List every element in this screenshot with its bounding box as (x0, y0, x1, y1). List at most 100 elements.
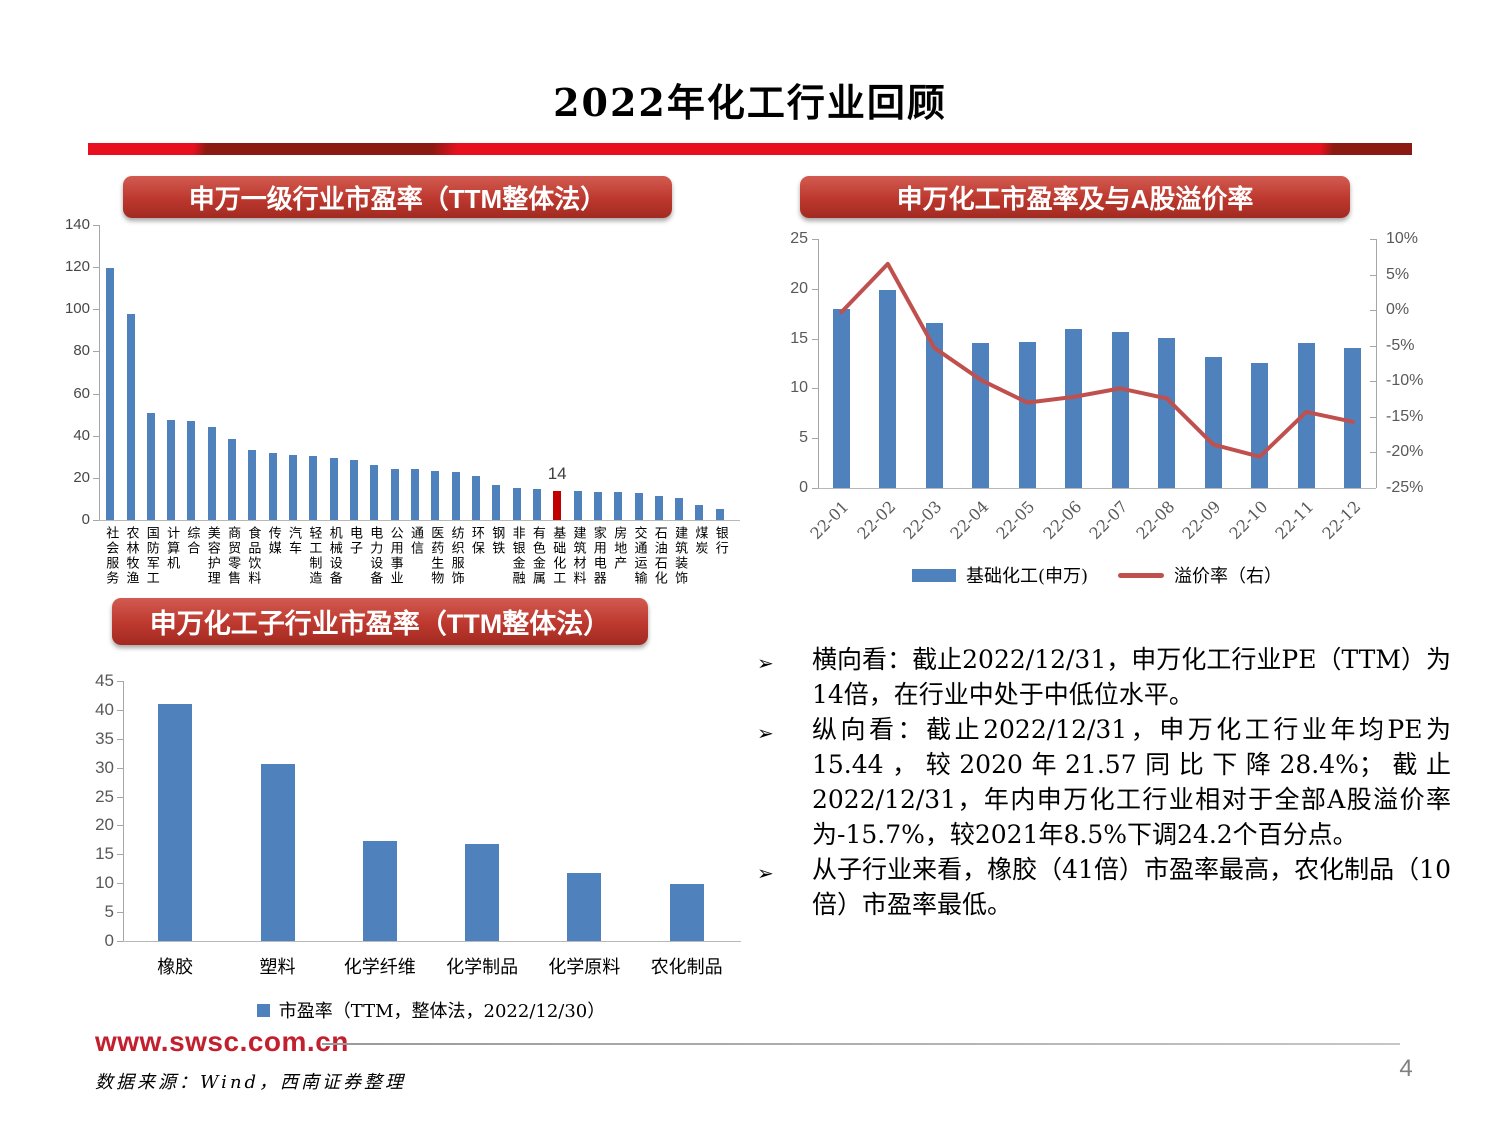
y-axis-tick (117, 796, 123, 798)
page-number: 4 (1399, 1055, 1413, 1082)
y-axis-label: 40 (95, 699, 114, 719)
y-axis-label: 20 (95, 815, 114, 835)
x-category-label: 国防军工 (143, 526, 159, 586)
chart1-title-banner: 申万一级行业市盈率（TTM整体法） (123, 176, 672, 218)
bullet-item: ➢ 纵向看：截止2022/12/31，申万化工行业年均PE为15.44，较2020… (757, 712, 1451, 852)
bar (329, 457, 338, 520)
legend-label: 基础化工(申万) (965, 566, 1089, 587)
data-source: 数据来源：Wind，西南证券整理 (95, 1072, 407, 1093)
chart2-title-banner: 申万化工市盈率及与A股溢价率 (800, 176, 1350, 218)
left-axis-label: 5 (799, 429, 808, 447)
left-axis-tick (812, 438, 818, 440)
bullet-text: 纵向看：截止2022/12/31，申万化工行业年均PE为15.44，较2020年… (812, 715, 1451, 849)
bar (158, 704, 193, 941)
left-axis-label: 25 (790, 230, 808, 247)
right-axis-tick (1370, 416, 1376, 418)
x-category-label: 石油石化 (651, 526, 667, 586)
data-label: 14 (547, 463, 567, 483)
bar (1018, 341, 1036, 488)
y-axis-label: 45 (95, 671, 114, 690)
bar (167, 419, 176, 520)
bar (106, 268, 115, 520)
bar (431, 470, 440, 520)
bar (593, 491, 602, 520)
x-category-label: 基础化工 (550, 526, 566, 586)
left-axis-tick (812, 338, 818, 340)
y-axis-tick (117, 941, 123, 942)
y-axis-tick (93, 435, 99, 437)
right-axis-tick (1370, 274, 1376, 276)
y-axis-label: 25 (95, 786, 114, 806)
bar (492, 485, 501, 520)
bar (289, 454, 297, 520)
bar (675, 498, 684, 520)
bar (1344, 347, 1362, 488)
bullet-arrow-icon: ➢ (757, 651, 774, 675)
analysis-bullets: ➢ 横向看：截止2022/12/31，申万化工行业PE（TTM）为14倍，在行业中… (757, 642, 1451, 922)
bar (390, 468, 399, 520)
y-axis-tick (93, 309, 99, 311)
left-axis-tick (812, 239, 818, 240)
right-axis-tick (1370, 345, 1376, 347)
bar (362, 841, 397, 941)
y-axis-tick (117, 738, 123, 740)
x-category-label: 汽车 (286, 526, 301, 556)
x-category-label: 化学原料 (548, 957, 621, 978)
x-category-label: 通信 (408, 526, 423, 556)
x-category-label: 房地产 (611, 526, 627, 571)
page-title: 2022年化工行业回顾 (553, 80, 947, 125)
premium-line (839, 261, 1355, 459)
y-axis-tick (93, 477, 99, 479)
y-axis-label: 30 (95, 757, 114, 777)
x-category-label: 公用事业 (387, 526, 403, 586)
bar (654, 495, 663, 520)
x-category-label: 化学制品 (446, 957, 519, 978)
bar (553, 490, 562, 520)
x-category-label: 机械设备 (326, 526, 342, 586)
y-axis-label: 100 (64, 300, 90, 318)
bar (634, 493, 643, 520)
bullet-item: ➢ 横向看：截止2022/12/31，申万化工行业PE（TTM）为14倍，在行业中… (757, 642, 1451, 712)
y-axis-line (99, 225, 100, 520)
x-axis-line (818, 488, 1376, 489)
y-axis-tick (117, 854, 123, 856)
left-axis-label: 20 (790, 279, 808, 297)
y-axis-label: 0 (81, 511, 90, 528)
x-category-label: 商贸零售 (225, 526, 241, 586)
right-axis-label: -15% (1386, 407, 1424, 425)
x-category-label: 非银金融 (509, 526, 525, 586)
legend: 基础化工(申万) 溢价率（右） (818, 562, 1376, 588)
bar (268, 452, 277, 520)
x-category-label: 钢铁 (489, 526, 505, 556)
bar (465, 843, 500, 941)
x-category-label: 电力设备 (367, 526, 383, 586)
y-axis-label: 20 (73, 468, 90, 486)
right-axis-label: -10% (1386, 372, 1424, 390)
bullet-arrow-icon: ➢ (757, 861, 774, 885)
bullet-item: ➢ 从子行业来看，橡胶（41倍）市盈率最高，农化制品（10倍）市盈率最低。 (757, 852, 1451, 922)
left-axis-label: 0 (799, 479, 808, 496)
bar (1297, 342, 1315, 488)
legend-label: 市盈率（TTM，整体法，2022/12/30） (278, 1001, 606, 1022)
right-axis-tick (1370, 239, 1376, 240)
y-axis-line (123, 681, 124, 941)
y-axis-tick (117, 767, 123, 769)
right-axis-label: 10% (1386, 230, 1419, 247)
y-axis-label: 35 (95, 728, 114, 748)
bar (715, 508, 724, 520)
bar (925, 322, 943, 488)
x-category-label: 美容护理 (204, 526, 220, 586)
website-link[interactable]: www.swsc.com.cn (95, 1026, 349, 1057)
y-axis-label: 15 (95, 844, 114, 864)
bar (512, 487, 521, 521)
legend-swatch-bar (911, 568, 956, 582)
left-axis-label: 15 (790, 329, 808, 347)
legend-item-bar: 基础化工(申万) (911, 562, 1089, 588)
right-axis-tick (1370, 452, 1376, 454)
bar (567, 873, 602, 941)
left-axis-label: 10 (790, 379, 808, 397)
right-axis-tick (1370, 310, 1376, 312)
left-axis-line (818, 239, 819, 488)
